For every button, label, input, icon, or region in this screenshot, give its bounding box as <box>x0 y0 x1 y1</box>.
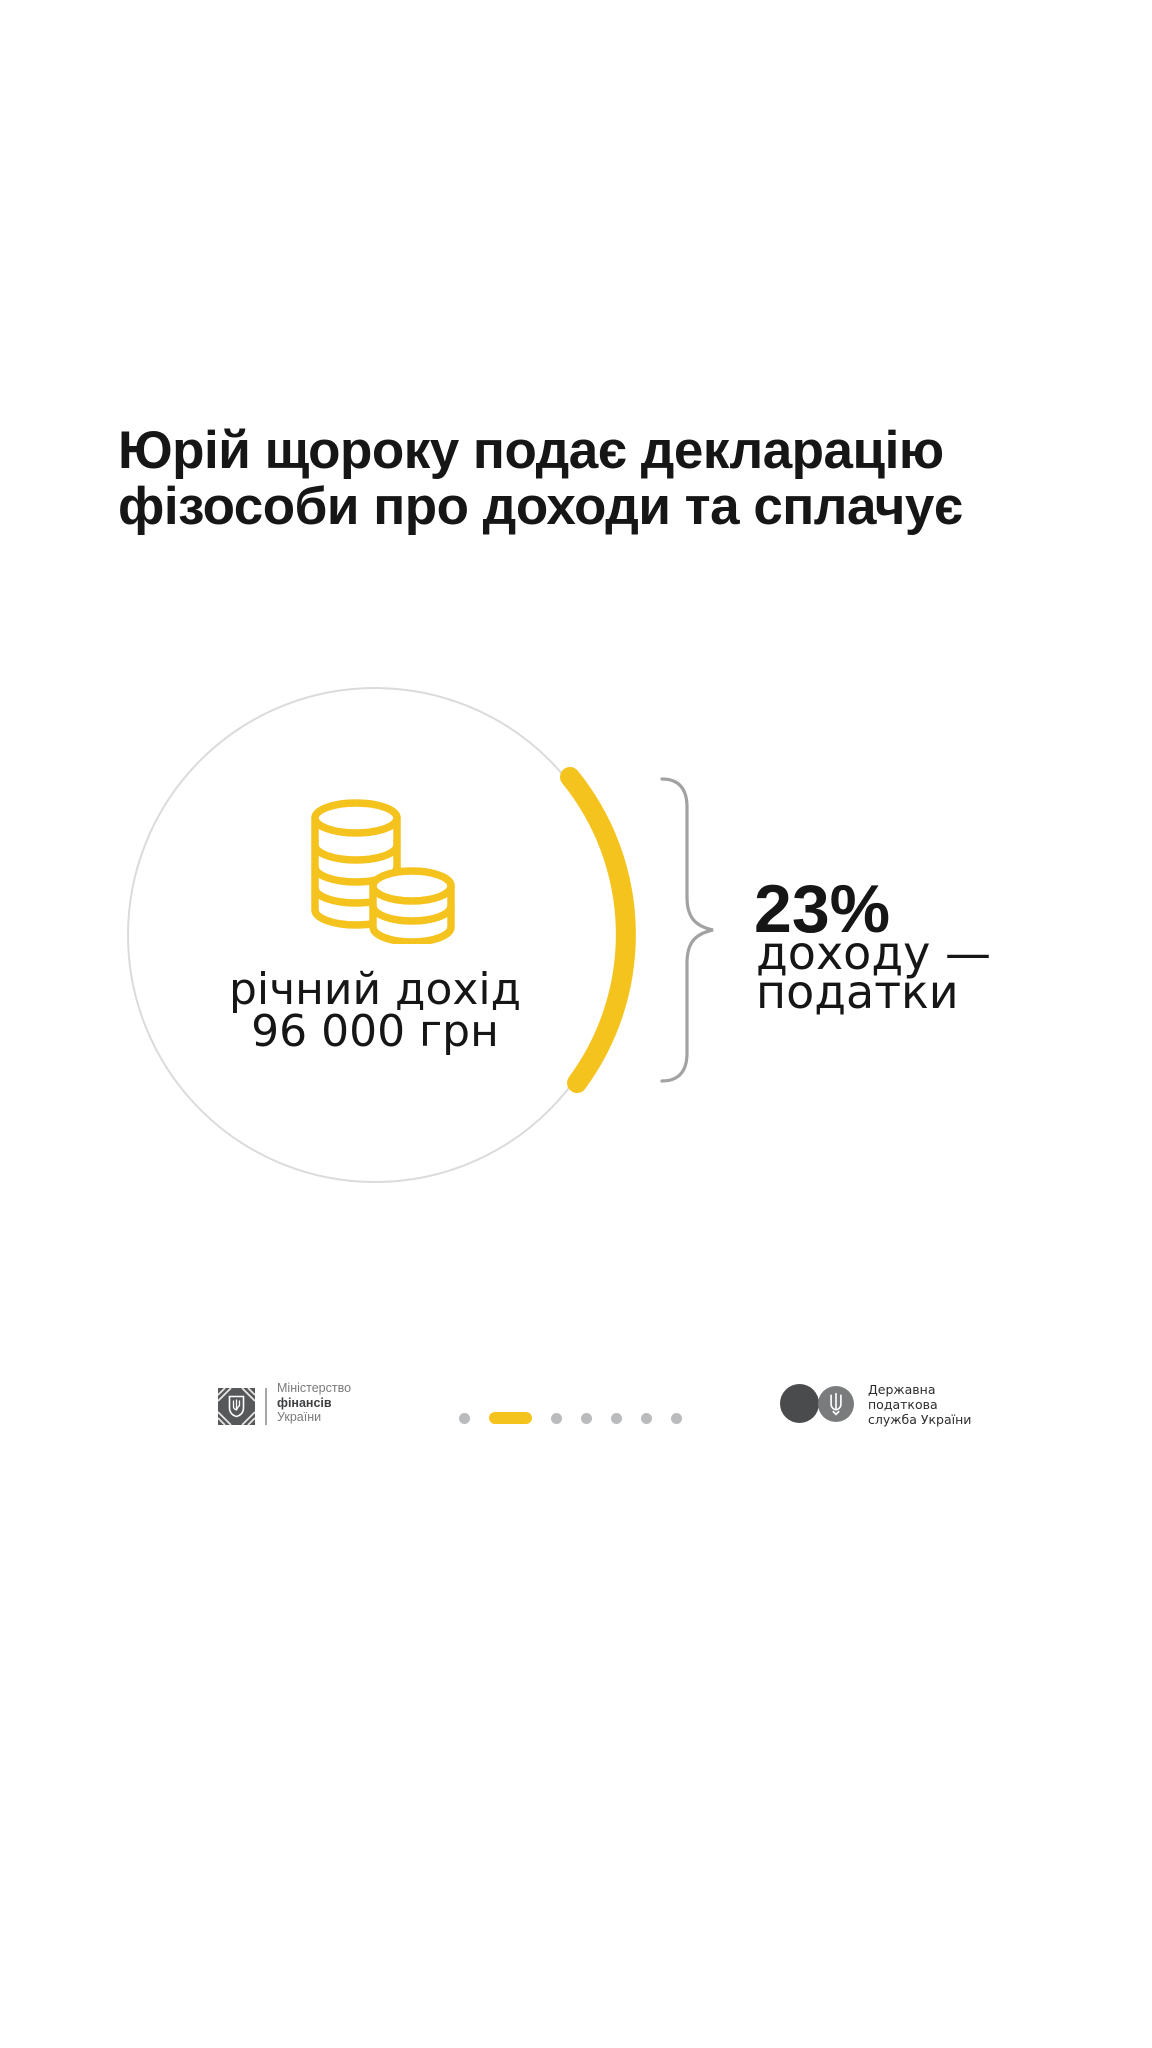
title-line-2: фізособи про доходи та сплачує <box>118 477 963 536</box>
minfin-line-3: України <box>277 1410 322 1424</box>
income-circle <box>127 687 623 1183</box>
tax-service-trident-icon <box>830 1392 842 1416</box>
coins-icon <box>311 799 455 944</box>
highlight-arc <box>560 767 636 1093</box>
carousel-dot[interactable] <box>551 1412 562 1424</box>
tax-service-circle-light <box>818 1386 854 1422</box>
carousel-dot[interactable] <box>611 1412 622 1424</box>
carousel-dot[interactable] <box>581 1412 592 1424</box>
minfin-line-1: Міністерство <box>277 1381 352 1395</box>
tax-callout-line-1: доходу — <box>756 926 991 980</box>
tax-service-line-3: служба України <box>868 1412 972 1427</box>
income-label-line-1: річний дохід <box>228 964 522 1015</box>
minfin-logo-divider <box>265 1388 267 1425</box>
income-label-line-2: 96 000 грн <box>251 1006 499 1057</box>
curly-brace <box>660 777 714 1083</box>
page-title: Юрій щороку подає декларацію фізособи пр… <box>118 423 1078 535</box>
carousel-dot[interactable] <box>671 1412 682 1424</box>
minfin-logo <box>218 1388 255 1425</box>
minfin-line-2: фінансів <box>277 1395 332 1410</box>
income-label: річний дохід 96 000 грн <box>127 964 623 1057</box>
title-line-1: Юрій щороку подає декларацію <box>118 421 944 480</box>
carousel-dot[interactable] <box>459 1412 470 1424</box>
tax-callout-line-2: податки <box>756 965 959 1019</box>
tax-service-line-1: Державна <box>868 1382 936 1397</box>
tax-service-logo-text: Державна податкова служба України <box>868 1382 971 1427</box>
minfin-logo-text: Міністерство фінансів України <box>277 1381 351 1425</box>
tax-service-line-2: податкова <box>868 1397 938 1412</box>
tax-service-circle-dark <box>780 1384 819 1423</box>
minfin-trident-emblem-icon <box>218 1388 255 1425</box>
carousel-dots <box>459 1406 682 1430</box>
carousel-dot-active[interactable] <box>489 1412 532 1424</box>
tax-callout-text: доходу — податки <box>756 926 991 1019</box>
tax-percent: 23% <box>754 871 891 947</box>
carousel-dot[interactable] <box>641 1412 652 1424</box>
